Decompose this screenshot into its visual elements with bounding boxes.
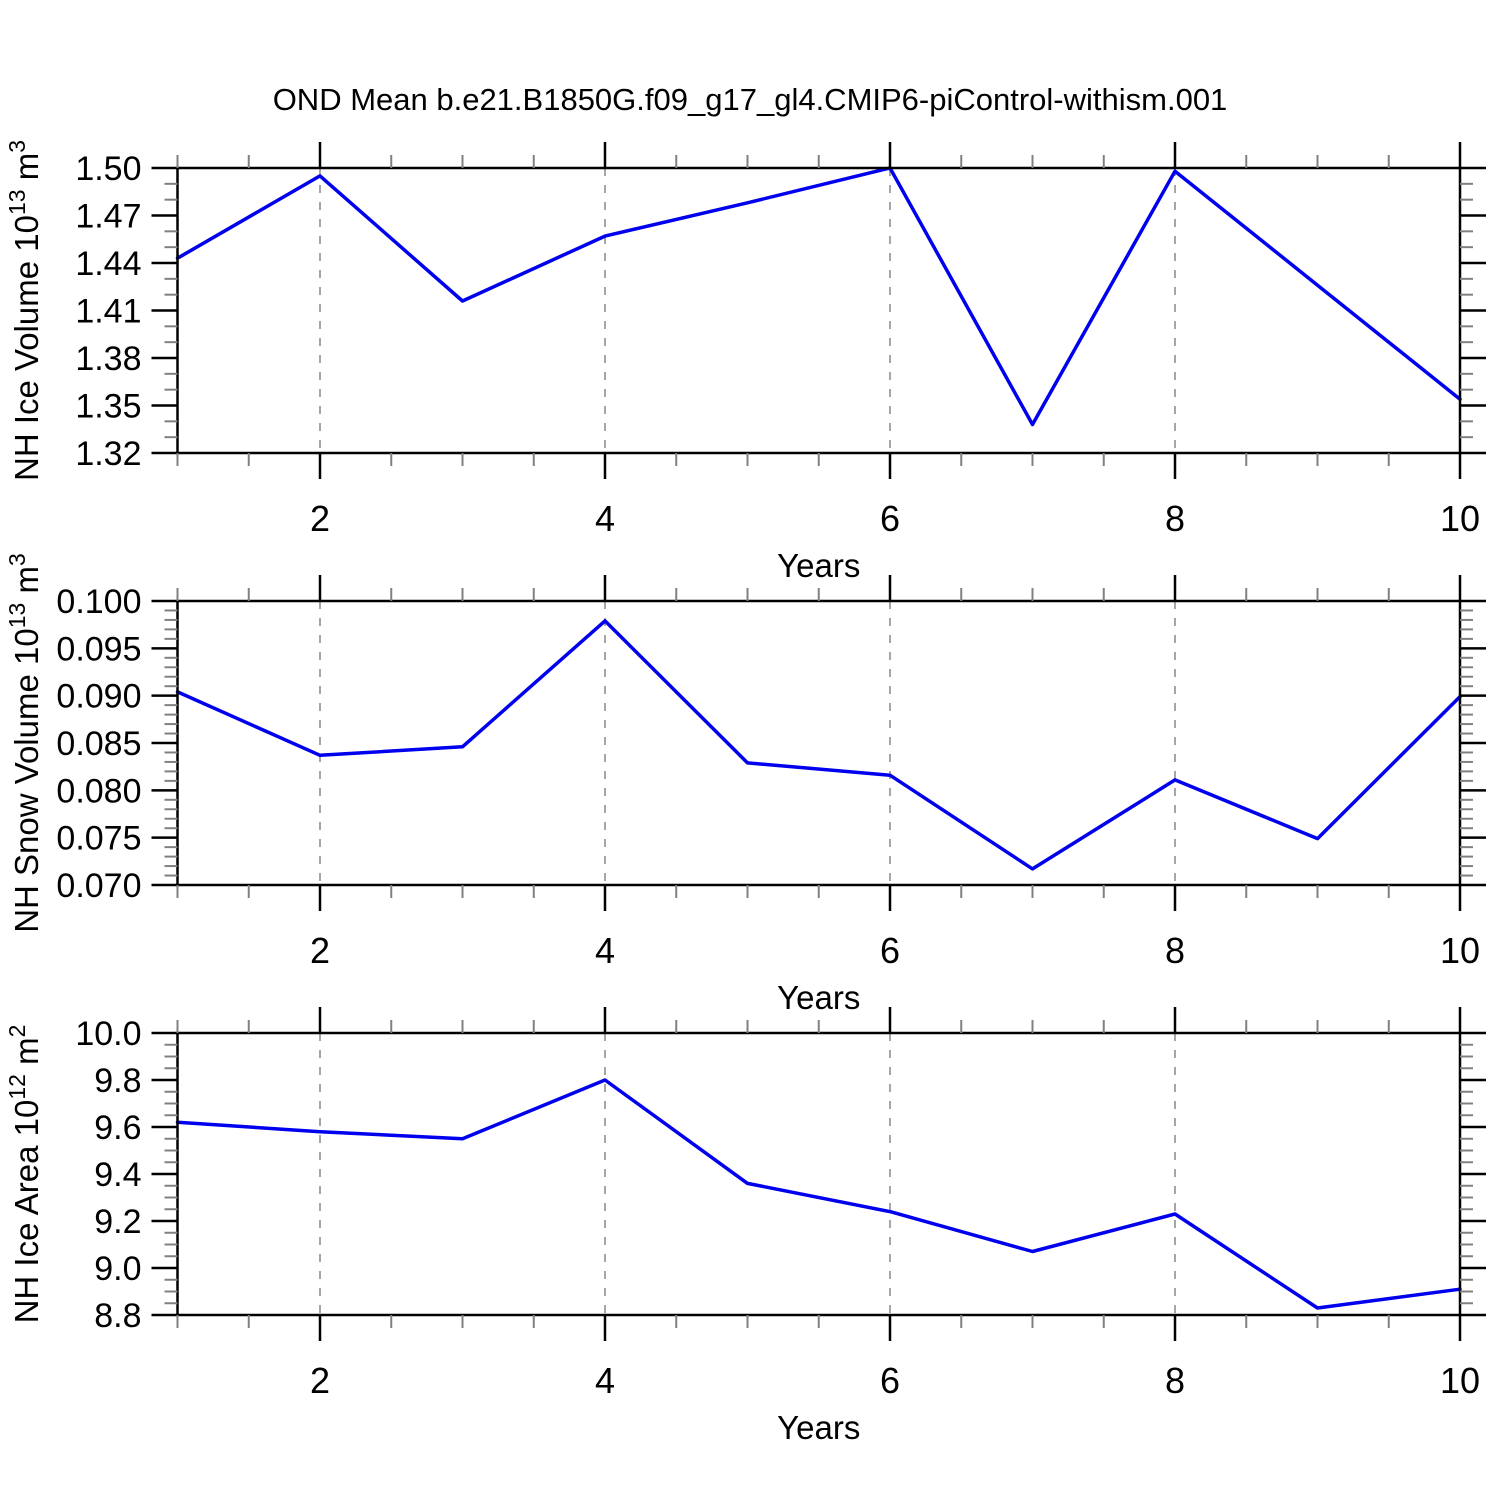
x-axis-title: Years (777, 547, 860, 584)
x-tick-label: 4 (595, 1360, 615, 1401)
axis-ticks (151, 142, 1486, 479)
y-tick-label: 1.35 (75, 388, 141, 426)
x-tick-labels: 2 4 6 8 10 (310, 930, 1480, 971)
y-tick-labels: 0.070 0.075 0.080 0.085 0.090 0.095 0.100 (56, 583, 141, 905)
x-tick-labels: 2 4 6 8 10 (310, 1360, 1480, 1401)
y-tick-label: 0.075 (56, 820, 141, 858)
plot-frame (176, 599, 1462, 887)
y-tick-label: 9.6 (94, 1109, 141, 1147)
x-tick-label: 10 (1440, 930, 1480, 971)
x-tick-label: 2 (310, 930, 330, 971)
y-tick-label: 0.070 (56, 867, 141, 905)
x-axis-title: Years (777, 979, 860, 1016)
x-tick-label: 6 (880, 1360, 900, 1401)
data-line (175, 619, 1462, 871)
y-tick-label: 8.8 (94, 1297, 141, 1335)
y-axis-title: NH Ice Area 1012 m2 (4, 1025, 45, 1324)
y-tick-label: 1.50 (75, 150, 141, 188)
y-tick-label: 10.0 (75, 1015, 141, 1053)
gridlines (319, 601, 1176, 885)
x-tick-label: 10 (1440, 498, 1480, 539)
y-tick-label: 9.2 (94, 1203, 141, 1241)
x-tick-labels: 2 4 6 8 10 (310, 498, 1480, 539)
x-tick-label: 4 (595, 498, 615, 539)
y-tick-label: 9.0 (94, 1250, 141, 1288)
x-tick-label: 2 (310, 1360, 330, 1401)
x-tick-label: 4 (595, 930, 615, 971)
plot-frame (176, 166, 1462, 455)
x-tick-label: 6 (880, 930, 900, 971)
y-axis-title: NH Ice Volume 1013 m3 (4, 140, 45, 481)
axis-ticks (151, 1007, 1486, 1341)
gridlines (319, 168, 1176, 453)
data-line (175, 166, 1462, 427)
chart-title: OND Mean b.e21.B1850G.f09_g17_gl4.CMIP6-… (272, 82, 1228, 117)
panel-nh-ice-area: 8.8 9.0 9.2 9.4 9.6 9.8 10.0 2 4 6 8 10 Years NH Ice … (4, 1007, 1486, 1446)
y-tick-labels: 8.8 9.0 9.2 9.4 9.6 9.8 10.0 (75, 1015, 141, 1335)
y-tick-label: 9.8 (94, 1062, 141, 1100)
x-tick-label: 6 (880, 498, 900, 539)
y-tick-label: 1.44 (75, 245, 141, 283)
y-tick-label: 0.090 (56, 678, 141, 716)
x-tick-label: 8 (1165, 930, 1185, 971)
x-tick-label: 8 (1165, 1360, 1185, 1401)
y-tick-labels: 1.32 1.35 1.38 1.41 1.44 1.47 1.50 (75, 150, 141, 473)
y-tick-label: 0.080 (56, 772, 141, 810)
x-tick-label: 2 (310, 498, 330, 539)
y-tick-label: 0.095 (56, 630, 141, 668)
x-tick-label: 10 (1440, 1360, 1480, 1401)
data-line (175, 1078, 1462, 1310)
axis-ticks (151, 575, 1486, 911)
y-tick-label: 1.32 (75, 435, 141, 473)
y-tick-label: 1.38 (75, 340, 141, 378)
panel-nh-ice-volume: 1.32 1.35 1.38 1.41 1.44 1.47 1.50 2 4 6 8 10 Years N… (4, 140, 1486, 584)
y-tick-label: 0.085 (56, 725, 141, 763)
y-tick-label: 9.4 (94, 1156, 141, 1194)
x-axis-title: Years (777, 1409, 860, 1446)
gridlines (319, 1033, 1176, 1315)
y-axis-title: NH Snow Volume 1013 m3 (4, 553, 45, 933)
y-tick-label: 1.47 (75, 198, 141, 236)
panel-nh-snow-volume: 0.070 0.075 0.080 0.085 0.090 0.095 0.100 2 4 6 8 1… (4, 553, 1486, 1016)
plot-frame (176, 1031, 1462, 1317)
y-tick-label: 1.41 (75, 293, 141, 331)
y-tick-label: 0.100 (56, 583, 141, 621)
x-tick-label: 8 (1165, 498, 1185, 539)
